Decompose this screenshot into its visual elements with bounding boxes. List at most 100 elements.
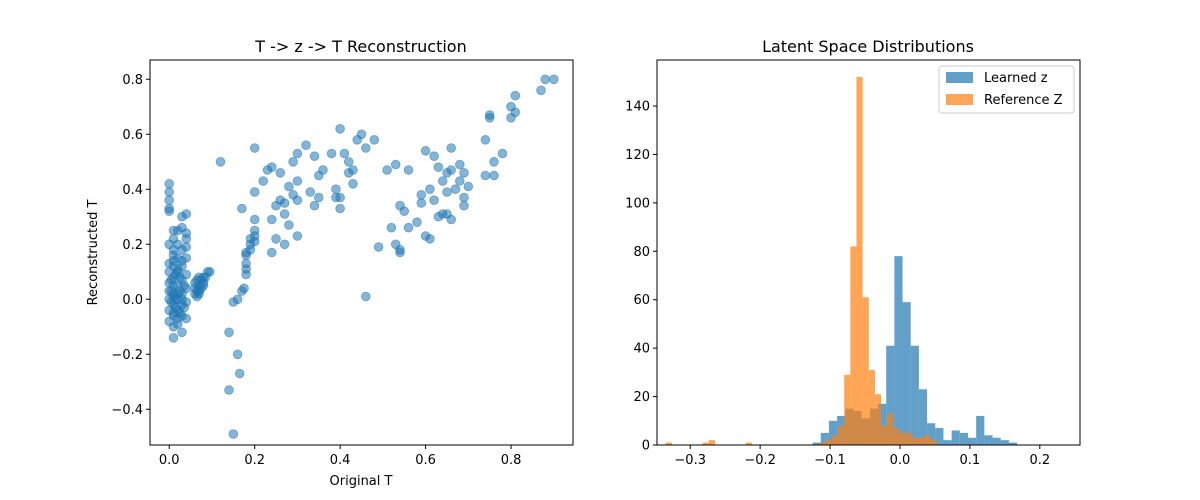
legend-label-reference-z: Reference Z (984, 93, 1063, 108)
scatter-point (429, 151, 439, 162)
y-tick-label: 100 (625, 196, 650, 211)
scatter-point (177, 255, 187, 266)
scatter-point (446, 214, 457, 225)
learned-z-bar (878, 403, 887, 445)
scatter-point (463, 181, 474, 192)
scatter-x-label: Original T (330, 474, 393, 489)
scatter-point (234, 368, 245, 379)
y-tick-label: 120 (625, 148, 650, 163)
scatter-point (360, 291, 371, 302)
x-tick-label: −0.3 (674, 453, 706, 468)
x-tick-label: −0.2 (744, 453, 776, 468)
scatter-point (173, 225, 183, 236)
scatter-point (228, 429, 239, 439)
scatter-point (181, 242, 192, 252)
scatter-point (179, 280, 190, 291)
scatter-point (249, 214, 260, 225)
scatter-point (497, 148, 508, 159)
scatter-point (331, 184, 341, 195)
scatter-point (335, 124, 345, 134)
scatter-point (480, 170, 491, 181)
scatter-point (540, 74, 550, 85)
y-tick-label: −0.2 (111, 348, 143, 363)
learned-z-bar (959, 432, 968, 445)
y-tick-label: 60 (633, 293, 650, 308)
scatter-point (181, 313, 192, 324)
scatter-point (266, 247, 277, 258)
learned-z-bar (894, 256, 903, 445)
scatter-point (548, 74, 559, 85)
scatter-point (224, 385, 234, 395)
scatter-point (437, 176, 448, 186)
reference-z-bar (905, 432, 912, 445)
scatter-point (348, 165, 358, 175)
reference-z-bar (665, 442, 672, 445)
scatter-point (168, 308, 179, 318)
y-tick-label: 20 (633, 390, 650, 405)
scatter-point (536, 85, 546, 96)
learned-z-bar (967, 437, 977, 445)
scatter-point (403, 222, 414, 233)
reference-z-bar (887, 413, 894, 445)
y-tick-label: 0.8 (122, 73, 143, 88)
scatter-point (489, 157, 499, 167)
scatter-point (266, 162, 277, 173)
x-tick-label: 0.4 (330, 453, 351, 468)
scatter-point (450, 184, 461, 195)
scatter-point (271, 234, 281, 244)
scatter-point (343, 157, 354, 167)
y-tick-label: 0.2 (122, 238, 143, 253)
learned-z-bar (927, 423, 936, 445)
scatter-y-label: Reconstructed T (86, 200, 101, 306)
scatter-point (489, 170, 499, 181)
histogram-x-ticks: −0.3 −0.2 −0.1 0.0 0.1 0.2 (674, 445, 1050, 468)
x-tick-label: −0.1 (814, 453, 846, 468)
learned-z-bar (976, 415, 985, 445)
scatter-point (318, 165, 328, 175)
scatter-point (164, 179, 175, 189)
scatter-point (198, 280, 209, 291)
scatter-point (237, 203, 247, 214)
learned-z-bar (951, 430, 960, 445)
scatter-point (179, 302, 190, 313)
scatter-point (480, 135, 491, 145)
scatter-point (168, 255, 179, 266)
scatter-point (249, 187, 260, 197)
scatter-title: T -> z -> T Reconstruction (254, 37, 466, 56)
scatter-point (454, 159, 465, 170)
y-tick-label: −0.4 (111, 403, 143, 418)
scatter-point (412, 217, 422, 228)
scatter-point (459, 200, 469, 211)
scatter-point (164, 206, 175, 217)
legend: Learned z Reference Z (938, 65, 1075, 114)
learned-z-bar (984, 435, 993, 445)
scatter-point (459, 168, 469, 178)
scatter-point (433, 162, 444, 173)
scatter-point (510, 90, 521, 101)
learned-z-bar (918, 389, 928, 445)
reference-z-bar (831, 435, 839, 445)
learned-z-bar (902, 302, 911, 445)
scatter-point (164, 187, 175, 197)
scatter-point (177, 294, 187, 305)
scatter-point (390, 159, 401, 170)
histogram-panel: Latent Space Distributions −0.3 −0.2 −0.1 0… (625, 37, 1081, 468)
scatter-point (181, 234, 192, 244)
x-tick-label: 0.0 (159, 453, 180, 468)
scatter-point (275, 168, 286, 178)
learned-z-bar (943, 440, 952, 445)
scatter-point (284, 220, 294, 230)
legend-swatch-learned-z (946, 72, 973, 83)
scatter-point (416, 190, 427, 200)
reference-z-bar (708, 440, 715, 445)
scatter-point (177, 327, 187, 338)
reference-z-bar (930, 440, 937, 445)
scatter-point (429, 195, 439, 206)
scatter-point (175, 272, 185, 283)
scatter-point (168, 234, 179, 244)
scatter-point (288, 157, 298, 167)
scatter-point (292, 176, 303, 186)
histogram-title: Latent Space Distributions (762, 37, 974, 56)
reference-z-bar (893, 428, 900, 445)
